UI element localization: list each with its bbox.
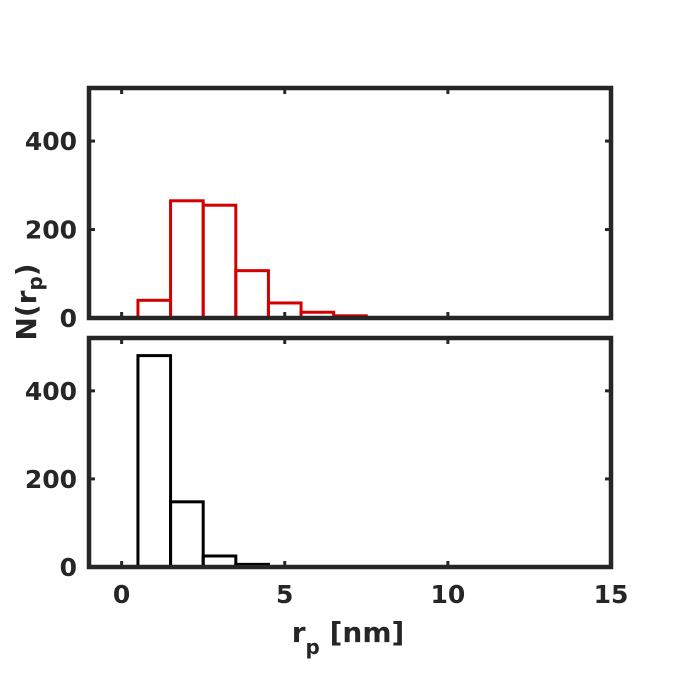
x-tick-label: 15 — [594, 580, 629, 609]
top-axes-frame — [86, 85, 614, 321]
top-histogram-bar — [234, 269, 270, 320]
top-histogram-bar — [169, 199, 205, 320]
bottom-y-tick-label: 0 — [60, 553, 77, 582]
y-axis-label-end: ) — [10, 263, 43, 276]
top-y-tick-label: 200 — [25, 216, 77, 245]
x-axis-label-subscript: p — [306, 635, 320, 659]
bottom-histogram-bar — [169, 500, 205, 569]
x-axis-label-main: r — [292, 616, 306, 649]
bottom-y-tick-label: 200 — [25, 465, 77, 494]
x-tick-label: 10 — [430, 580, 465, 609]
top-histogram-bar — [201, 203, 238, 320]
x-tick-label: 0 — [113, 580, 130, 609]
y-axis-label-main: N(r — [10, 290, 43, 340]
top-y-tick-label: 0 — [60, 304, 77, 333]
x-axis-label: rp [nm] — [292, 616, 405, 659]
top-histogram-bar — [136, 298, 173, 320]
top-panel: 0 200 400 — [25, 85, 614, 333]
x-axis-label-end: [nm] — [320, 616, 404, 649]
y-axis-label-subscript: p — [23, 276, 47, 290]
top-y-tick-label: 400 — [25, 127, 77, 156]
x-tick-label: 5 — [276, 580, 293, 609]
bottom-y-tick-label: 400 — [25, 377, 77, 406]
y-axis-label: N(rp) — [10, 263, 47, 340]
bottom-axes-frame — [86, 335, 614, 570]
bottom-histogram-bar — [136, 354, 173, 569]
bottom-panel: 0 200 400 0 5 10 15 — [25, 335, 629, 609]
